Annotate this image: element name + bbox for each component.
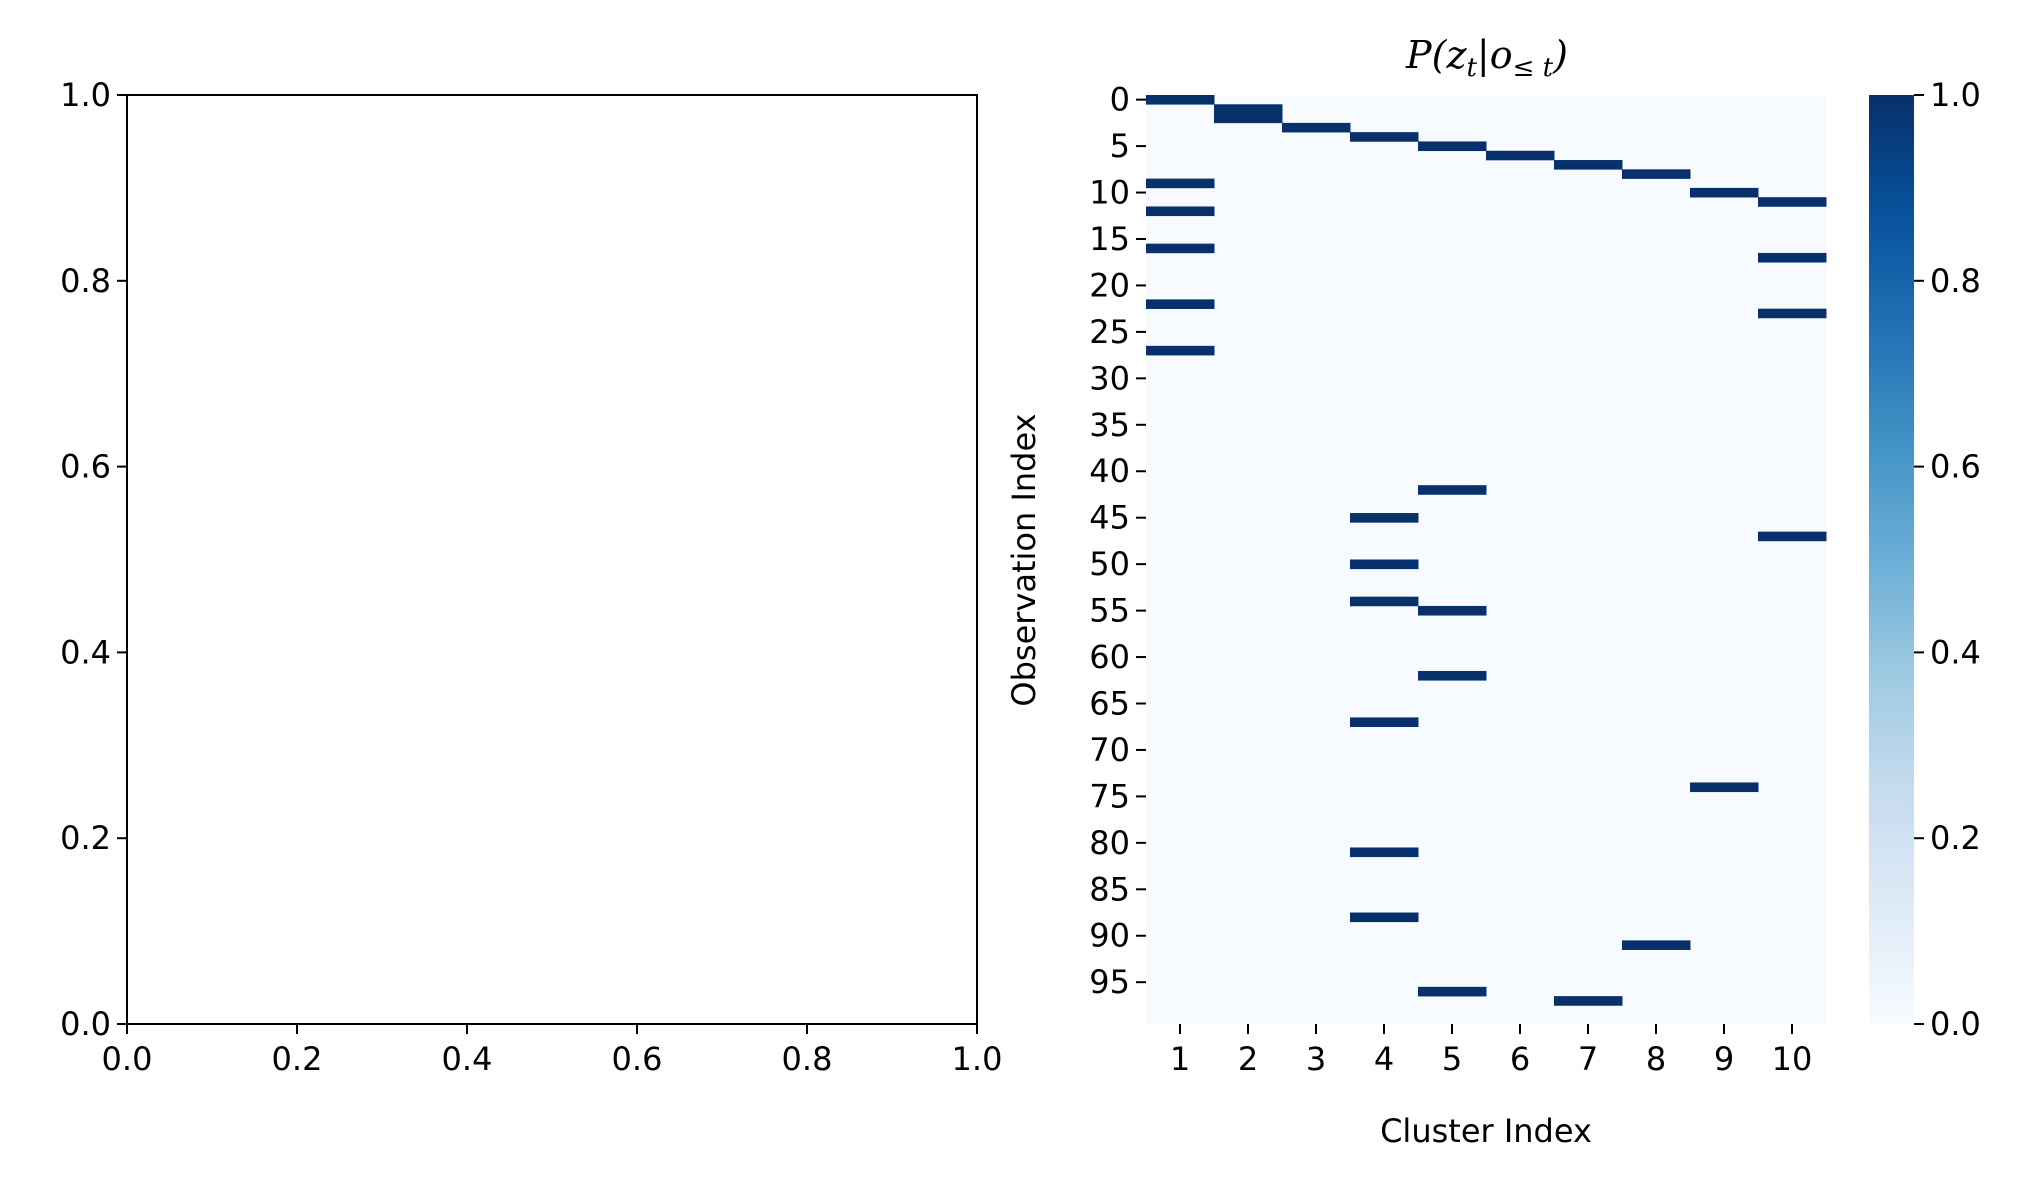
colorbar-tick-label: 0.8 bbox=[1930, 262, 1981, 300]
colorbar-gradient bbox=[1869, 95, 1914, 1024]
heatmap-x-axis-label: Cluster Index bbox=[1380, 1112, 1592, 1150]
heatmap-y-tick-label: 45 bbox=[1089, 499, 1130, 537]
heatmap-y-tick-label: 10 bbox=[1089, 174, 1130, 212]
heatmap-y-tick-label: 75 bbox=[1089, 777, 1130, 815]
heatmap-x-tick-label: 2 bbox=[1238, 1040, 1258, 1078]
empty-axes-x-tick-label: 0.8 bbox=[782, 1040, 833, 1078]
heatmap-cell bbox=[1350, 596, 1419, 607]
heatmap-x-ticks: 1 2 3 4 5 6 7 8 9 10 bbox=[1170, 1024, 1813, 1078]
empty-axes-x-tick-label: 0.2 bbox=[272, 1040, 323, 1078]
empty-axes-frame bbox=[126, 94, 978, 1025]
heatmap-x-tick-label: 8 bbox=[1646, 1040, 1666, 1078]
heatmap-y-tick-label: 25 bbox=[1089, 313, 1130, 351]
colorbar-tick-label: 0.6 bbox=[1930, 448, 1981, 486]
empty-axes-y-tick-label: 0.8 bbox=[60, 262, 111, 300]
heatmap-x-tick-label: 5 bbox=[1442, 1040, 1462, 1078]
heatmap-cell bbox=[1486, 150, 1555, 161]
heatmap-y-tick-label: 50 bbox=[1089, 545, 1130, 583]
heatmap-x-tick-label: 10 bbox=[1772, 1040, 1813, 1078]
heatmap-y-tick-label: 85 bbox=[1089, 870, 1130, 908]
heatmap-cell bbox=[1690, 187, 1759, 198]
heatmap-cell bbox=[1350, 559, 1419, 570]
heatmap-cell bbox=[1622, 169, 1691, 179]
heatmap-x-tick-label: 3 bbox=[1306, 1040, 1326, 1078]
heatmap-y-tick-label: 35 bbox=[1089, 406, 1130, 444]
heatmap-cell bbox=[1418, 605, 1487, 616]
heatmap-cell bbox=[1758, 531, 1827, 542]
heatmap-y-tick-label: 80 bbox=[1089, 824, 1130, 862]
heatmap-y-tick-label: 90 bbox=[1089, 917, 1130, 955]
heatmap-y-tick-label: 60 bbox=[1089, 638, 1130, 676]
heatmap-cell bbox=[1554, 996, 1623, 1006]
empty-axes-x-tick-label: 1.0 bbox=[952, 1040, 1003, 1078]
heatmap-y-ticks: 0 5 10 15 20 25 30 35 40 45 50 55 60 65 70 75 80 85 90 95 bbox=[1089, 81, 1146, 1001]
empty-axes-x-ticks: 0.0 0.2 0.4 0.6 0.8 1.0 bbox=[102, 1024, 1003, 1078]
heatmap-x-tick-label: 6 bbox=[1510, 1040, 1530, 1078]
heatmap-y-tick-label: 5 bbox=[1110, 127, 1130, 165]
heatmap-cell bbox=[1350, 847, 1419, 858]
empty-axes-y-tick-label: 1.0 bbox=[60, 76, 111, 114]
heatmap-y-tick-label: 70 bbox=[1089, 731, 1130, 769]
empty-axes: 0.0 0.2 0.4 0.6 0.8 1.0 0.0 0.2 0.4 0.6 0.8 1.0 bbox=[60, 76, 1002, 1078]
heatmap-cell bbox=[1350, 717, 1419, 728]
empty-axes-y-tick-label: 0.4 bbox=[60, 633, 111, 671]
heatmap-cell bbox=[1418, 141, 1487, 152]
heatmap-y-tick-label: 65 bbox=[1089, 684, 1130, 722]
heatmap-cell bbox=[1350, 513, 1419, 523]
heatmap-x-tick-label: 9 bbox=[1714, 1040, 1734, 1078]
colorbar-tick-label: 0.0 bbox=[1930, 1005, 1981, 1043]
heatmap-x-tick-label: 4 bbox=[1374, 1040, 1394, 1078]
heatmap-cell bbox=[1214, 104, 1283, 114]
heatmap-cell bbox=[1418, 485, 1487, 495]
heatmap-axes: P(zt|o≤ t) 1 2 3 4 5 6 7 8 9 10 05101520253035404… bbox=[1005, 33, 1827, 1150]
colorbar-ticks: 0.0 0.2 0.4 0.6 0.8 1.0 bbox=[1914, 76, 1981, 1043]
heatmap-x-tick-label: 7 bbox=[1578, 1040, 1598, 1078]
colorbar-tick-label: 1.0 bbox=[1930, 76, 1981, 114]
heatmap-cell bbox=[1350, 912, 1419, 923]
heatmap-cell bbox=[1622, 940, 1691, 950]
empty-axes-x-tick-label: 0.6 bbox=[612, 1040, 663, 1078]
empty-axes-x-tick-label: 0.0 bbox=[102, 1040, 153, 1078]
heatmap-cell bbox=[1418, 670, 1487, 681]
heatmap-y-axis-label: Observation Index bbox=[1005, 413, 1043, 706]
heatmap-y-tick-label: 40 bbox=[1089, 452, 1130, 490]
heatmap-cell bbox=[1146, 345, 1215, 356]
colorbar: 0.0 0.2 0.4 0.6 0.8 1.0 bbox=[1869, 76, 1981, 1043]
heatmap-cell bbox=[1554, 160, 1623, 170]
heatmap-y-tick-label: 15 bbox=[1089, 220, 1130, 258]
heatmap-y-tick-label: 95 bbox=[1089, 963, 1130, 1001]
heatmap-cell bbox=[1146, 299, 1215, 309]
heatmap-cell bbox=[1758, 197, 1827, 207]
heatmap-x-tick-label: 1 bbox=[1170, 1040, 1190, 1078]
heatmap-background bbox=[1146, 95, 1826, 1024]
colorbar-tick-label: 0.4 bbox=[1930, 633, 1981, 671]
empty-axes-x-tick-label: 0.4 bbox=[442, 1040, 493, 1078]
colorbar-tick-label: 0.2 bbox=[1930, 819, 1981, 857]
heatmap-y-tick-label: 0 bbox=[1110, 81, 1130, 119]
heatmap-y-tick-label: 55 bbox=[1089, 592, 1130, 630]
heatmap-y-tick-label: 30 bbox=[1089, 359, 1130, 397]
heatmap-cell bbox=[1758, 308, 1827, 319]
heatmap-cell bbox=[1350, 132, 1419, 142]
empty-axes-y-tick-label: 0.2 bbox=[60, 819, 111, 857]
heatmap-cell bbox=[1146, 95, 1215, 105]
heatmap-cell bbox=[1758, 252, 1827, 263]
heatmap-cell bbox=[1282, 122, 1351, 133]
empty-axes-y-tick-label: 0.6 bbox=[60, 448, 111, 486]
heatmap-cell bbox=[1146, 178, 1215, 189]
heatmap-cells bbox=[1146, 95, 1827, 1006]
heatmap-cell bbox=[1418, 986, 1487, 997]
heatmap-y-tick-label: 20 bbox=[1089, 266, 1130, 304]
heatmap-cell bbox=[1214, 113, 1283, 124]
heatmap-cell bbox=[1146, 206, 1215, 217]
empty-axes-y-tick-label: 0.0 bbox=[60, 1005, 111, 1043]
heatmap-title: P(zt|o≤ t) bbox=[1405, 33, 1568, 83]
empty-axes-y-ticks: 0.0 0.2 0.4 0.6 0.8 1.0 bbox=[60, 76, 127, 1043]
heatmap-cell bbox=[1146, 243, 1215, 254]
heatmap-cell bbox=[1690, 782, 1759, 793]
